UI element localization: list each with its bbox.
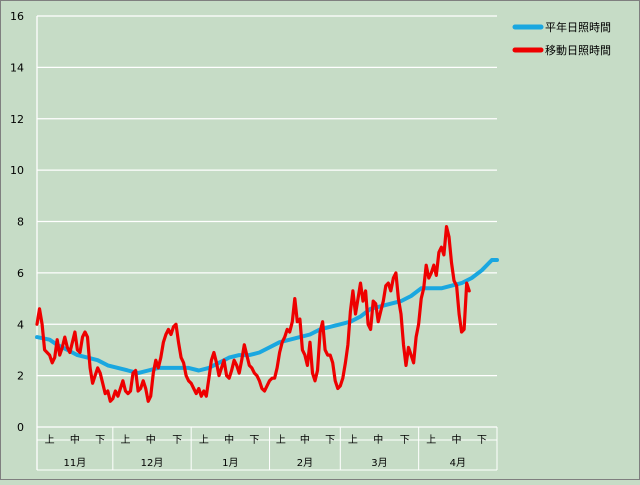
legend-label-moving: 移動日照時間 <box>545 43 611 57</box>
y-tick-label: 14 <box>10 61 24 74</box>
x-tick-label: 中 <box>146 433 156 446</box>
month-label: 4月 <box>450 457 466 469</box>
y-tick-label: 6 <box>17 267 24 280</box>
y-tick-label: 12 <box>10 113 24 126</box>
month-label: 3月 <box>371 457 387 469</box>
x-tick-label: 下 <box>95 435 105 446</box>
x-tick-label: 上 <box>120 434 130 446</box>
y-tick-label: 4 <box>17 318 24 331</box>
axes: 0 2 4 6 8 10 12 14 16 11月 12月 1月 2月 3月 4月 上 中 下 上 中 下 上 中 下 上 中 下 上… <box>10 10 498 471</box>
x-tick-label: 中 <box>373 433 383 446</box>
x-tick-label: 下 <box>249 435 259 446</box>
y-tick-label: 2 <box>17 370 24 383</box>
y-tick-label: 16 <box>10 10 24 23</box>
x-tick-label: 上 <box>348 434 358 446</box>
x-tick-label: 下 <box>477 435 487 446</box>
month-label: 2月 <box>297 457 313 469</box>
x-tick-label: 上 <box>276 434 286 446</box>
x-tick-label: 下 <box>400 435 410 446</box>
y-tick-label: 10 <box>10 164 24 177</box>
x-tick-label: 上 <box>45 434 55 446</box>
x-tick-label: 下 <box>172 435 182 446</box>
series <box>35 225 499 403</box>
y-tick-label: 8 <box>17 216 24 229</box>
x-tick-label: 上 <box>426 434 436 446</box>
gridlines <box>37 15 497 377</box>
month-label: 12月 <box>141 457 164 469</box>
legend-label-normal: 平年日照時間 <box>545 20 611 34</box>
x-tick-label: 中 <box>300 433 310 446</box>
x-tick-label: 中 <box>452 433 462 446</box>
series-line-moving <box>35 225 471 403</box>
x-tick-label: 中 <box>70 433 80 446</box>
x-tick-label: 下 <box>325 435 335 446</box>
y-tick-label: 0 <box>17 421 24 434</box>
month-label: 11月 <box>64 457 87 469</box>
x-tick-label: 中 <box>224 433 234 446</box>
month-label: 1月 <box>222 457 238 469</box>
legend: 平年日照時間 移動日照時間 <box>512 20 611 57</box>
x-tick-label: 上 <box>199 434 209 446</box>
